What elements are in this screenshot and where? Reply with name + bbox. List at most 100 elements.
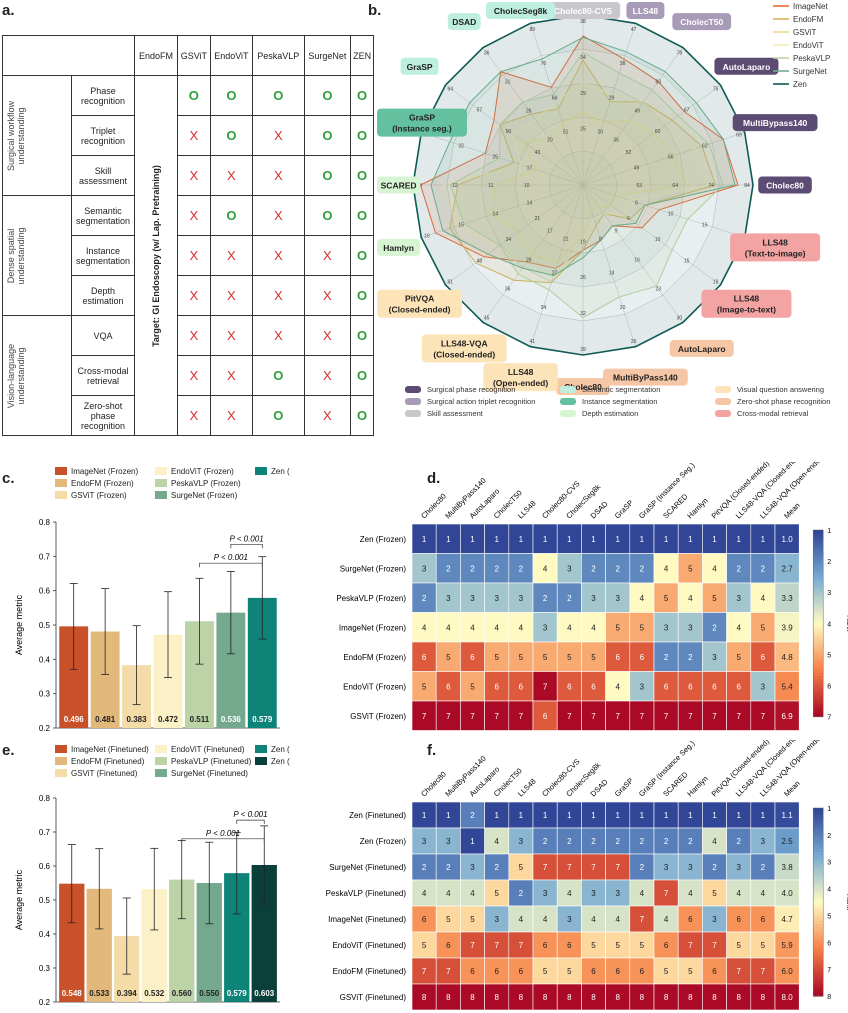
heat-cell-label: 1: [543, 811, 548, 820]
colorbar-tick: 4: [827, 887, 831, 894]
bar-value-label: 0.496: [64, 715, 85, 724]
heat-cell: [581, 523, 606, 554]
heat-cell-label: 2: [446, 564, 451, 573]
capability-mark: X: [252, 235, 305, 276]
heat-cell-label: 6: [446, 682, 451, 691]
panel-label-b: b.: [368, 2, 382, 19]
radar-tick: 69: [736, 132, 742, 138]
task-label: VQA: [71, 315, 135, 356]
heat-cell-label: 6.0: [782, 967, 794, 976]
radar-axis-text: (Closed-ended): [433, 349, 495, 359]
heat-cell-label: 8: [736, 993, 741, 1002]
colorbar-segment: [813, 914, 824, 919]
capability-mark: O: [350, 395, 374, 436]
heat-cell: [460, 801, 485, 829]
radar-axis-label: LLS48: [626, 2, 665, 19]
legend-swatch: [155, 479, 167, 487]
colorbar-segment: [813, 864, 824, 869]
heat-cell-label: 7: [736, 967, 741, 976]
heat-cell-label: 7: [761, 712, 766, 721]
colorbar-segment: [813, 629, 824, 634]
row-label: EndoViT (Frozen): [343, 682, 406, 691]
heat-cell-label: 8: [591, 993, 596, 1002]
heat-cell-label: 5: [761, 941, 766, 950]
sig-bracket: [181, 838, 265, 843]
sig-bracket: [236, 819, 265, 825]
radar-spoke: [482, 47, 584, 186]
radar-tick: 38: [580, 19, 586, 25]
heat-cell-label: 2: [519, 889, 524, 898]
radar-tick: 53: [637, 183, 643, 189]
bar-value-label: 0.481: [95, 715, 116, 724]
heat-cell-label: 4.0: [782, 889, 794, 898]
radar-tick: 16: [634, 258, 640, 264]
radar-axis-box: [377, 176, 421, 194]
heat-cell-label: 1: [543, 535, 548, 544]
heat-cell: [774, 553, 800, 584]
heat-cell-label: 2.5: [782, 837, 794, 846]
legend-label: PeskaVLP (Frozen): [171, 479, 241, 488]
radar-axis-text: MultiByPass140: [613, 373, 678, 383]
radar-tick: 21: [535, 216, 541, 222]
heat-cell-label: 8: [543, 993, 548, 1002]
radar-axis-text: (Image-to-text): [717, 305, 776, 315]
radar-tick: 17: [547, 229, 553, 235]
capability-mark: X: [177, 395, 211, 436]
radar-tick: 78: [677, 50, 683, 56]
heat-cell-label: 1: [519, 535, 524, 544]
heat-cell: [702, 553, 727, 584]
radar-tick: 20: [547, 137, 553, 143]
radar-axis-box: [758, 176, 812, 194]
radar-axis-label: MultiByPass140: [603, 368, 688, 386]
y-tick-label: 0.4: [39, 655, 51, 664]
legend-swatch: [55, 769, 67, 777]
radar-tick: 15: [684, 258, 690, 264]
model-header: GSViT: [177, 35, 211, 76]
column-label: Mean: [782, 501, 802, 521]
radar-tick: 48: [477, 258, 483, 264]
radar-tick: 36: [484, 50, 490, 56]
colorbar-tick: 2: [827, 833, 831, 840]
heat-cell-label: 1.0: [782, 535, 794, 544]
heat-cell-label: 8: [422, 993, 427, 1002]
capability-mark: X: [252, 275, 305, 316]
heat-cell: [411, 523, 437, 554]
colorbar-segment: [813, 858, 824, 862]
heat-cell-label: 3: [422, 837, 427, 846]
heat-cell: [774, 671, 800, 702]
colorbar-segment: [813, 641, 824, 646]
bar-value-label: 0.550: [199, 989, 220, 998]
heat-cell-label: 5: [543, 653, 548, 662]
colorbar-segment: [813, 955, 824, 959]
y-tick-label: 0.3: [39, 690, 51, 699]
bar-value-label: 0.472: [158, 715, 179, 724]
legend-label: ImageNet (Frozen): [71, 467, 138, 476]
heat-cell-label: 1: [422, 811, 427, 820]
colorbar-segment: [813, 845, 824, 850]
colorbar-tick: 3: [827, 590, 831, 597]
task-legend-label: Visual question answering: [737, 385, 824, 394]
heat-cell: [411, 612, 437, 643]
heat-cell-label: 2: [494, 863, 499, 872]
radar-series-Zen: [412, 14, 754, 356]
legend-swatch: [255, 757, 267, 765]
row-label: ImageNet (Finetuned): [328, 915, 406, 924]
heat-cell-label: 8: [688, 993, 693, 1002]
colorbar-segment: [813, 967, 824, 972]
heat-cell-label: 7: [519, 712, 524, 721]
heat-cell-label: 8: [640, 993, 645, 1002]
heat-cell: [750, 801, 776, 829]
heat-cell: [750, 931, 776, 959]
colorbar-segment: [813, 889, 824, 894]
heat-cell: [556, 641, 582, 672]
colorbar-segment: [813, 676, 824, 680]
model-header: PeskaVLP: [252, 35, 305, 76]
colorbar-tick: 4: [827, 621, 831, 628]
heat-cell: [411, 905, 437, 933]
heat-cell-label: 3: [519, 837, 524, 846]
y-tick-label: 0.6: [39, 587, 51, 596]
heat-cell-label: 6: [494, 967, 499, 976]
legend-swatch: [255, 467, 267, 475]
heat-cell-label: 7: [615, 712, 620, 721]
radar-tick: 47: [631, 27, 637, 33]
